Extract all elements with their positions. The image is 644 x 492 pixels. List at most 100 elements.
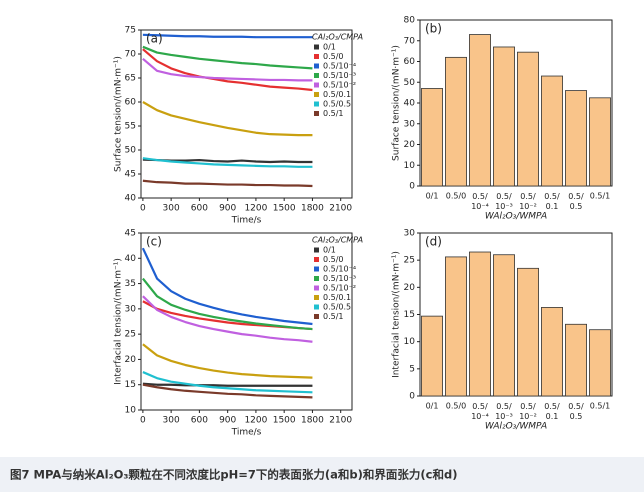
y-tick-label: 15 bbox=[125, 380, 136, 390]
y-axis-label: Interfacial tension/(mN·m⁻¹) bbox=[392, 251, 402, 378]
legend-label: 0.5/0.1 bbox=[323, 293, 351, 302]
y-tick-label: 45 bbox=[125, 170, 136, 180]
x-axis-label: Time/s bbox=[231, 216, 262, 226]
bar bbox=[493, 46, 515, 187]
y-tick-label: 15 bbox=[404, 310, 415, 320]
y-tick-label: 40 bbox=[404, 99, 416, 109]
x-tick-label: 0/1 bbox=[426, 192, 439, 201]
y-tick-label: 10 bbox=[404, 161, 416, 171]
legend-marker bbox=[314, 54, 319, 59]
x-tick-label: 300 bbox=[163, 416, 180, 426]
y-axis-label: Surface tension/(mN·m⁻¹) bbox=[114, 56, 124, 172]
y-tick-label: 60 bbox=[404, 57, 416, 67]
legend-marker bbox=[314, 314, 319, 319]
y-tick-label: 25 bbox=[404, 256, 415, 266]
y-tick-label: 65 bbox=[125, 74, 136, 84]
y-tick-label: 50 bbox=[404, 78, 416, 88]
legend-label: 0/1 bbox=[323, 43, 336, 52]
x-tick-label: 1800 bbox=[301, 204, 324, 214]
x-tick-label: 0.5/0.1 bbox=[544, 192, 560, 211]
x-tick-label: 0.5/0.1 bbox=[544, 402, 560, 421]
series-line bbox=[142, 343, 313, 379]
legend-label: 0.5/0.5 bbox=[323, 100, 351, 109]
x-axis-label: WAl₂O₃/WMPA bbox=[485, 422, 547, 432]
legend-title: CAl₂O₃/CMPA bbox=[312, 33, 363, 42]
plot-frame bbox=[140, 29, 353, 199]
series-line bbox=[142, 295, 313, 343]
y-tick-label: 20 bbox=[404, 283, 416, 293]
bar bbox=[541, 75, 563, 187]
x-tick-label: 600 bbox=[191, 204, 208, 214]
x-tick-label: 900 bbox=[219, 204, 236, 214]
bar bbox=[445, 256, 467, 397]
y-tick-label: 40 bbox=[125, 194, 137, 204]
legend-marker bbox=[314, 73, 319, 78]
legend-label: 0.5/10⁻³ bbox=[323, 274, 356, 283]
y-tick-label: 55 bbox=[125, 122, 136, 132]
x-tick-label: 1500 bbox=[273, 204, 296, 214]
legend-marker bbox=[314, 63, 319, 69]
legend-marker bbox=[314, 82, 319, 88]
x-tick-label: 0.5/0.5 bbox=[568, 402, 584, 421]
legend-label: 0.5/10⁻³ bbox=[323, 71, 356, 80]
y-tick-label: 0 bbox=[409, 182, 415, 192]
legend-label: 0.5/1 bbox=[323, 312, 344, 321]
series-line bbox=[142, 48, 313, 92]
y-tick-label: 70 bbox=[404, 36, 416, 46]
x-tick-label: 1800 bbox=[301, 416, 324, 426]
bar bbox=[589, 329, 611, 397]
legend-marker bbox=[314, 266, 319, 272]
legend-marker bbox=[314, 257, 319, 262]
y-tick-label: 50 bbox=[125, 146, 137, 156]
legend-label: 0.5/0 bbox=[323, 255, 344, 264]
y-tick-label: 30 bbox=[125, 304, 137, 314]
bar bbox=[469, 34, 491, 187]
legend-label: 0/1 bbox=[323, 246, 336, 255]
panel-label: (b) bbox=[425, 22, 442, 36]
bar bbox=[589, 97, 611, 187]
bar bbox=[565, 323, 587, 397]
legend-label: 0.5/0.5 bbox=[323, 303, 351, 312]
bar bbox=[517, 267, 539, 397]
legend-marker bbox=[314, 295, 319, 300]
x-tick-label: 0.5/10⁻² bbox=[519, 402, 537, 421]
legend-label: 0.5/0.1 bbox=[323, 90, 351, 99]
x-tick-label: 0.5/0.5 bbox=[568, 192, 584, 211]
legend-marker bbox=[314, 276, 319, 281]
legend-label: 0.5/0 bbox=[323, 52, 344, 61]
y-tick-label: 10 bbox=[125, 406, 137, 416]
series-line bbox=[142, 57, 313, 82]
x-axis-label: WAl₂O₃/WMPA bbox=[485, 212, 547, 222]
caption: 图7 MPA与纳米Al₂O₃颗粒在不同浓度比pH=7下的表面张力(a和b)和界面… bbox=[10, 468, 457, 482]
panel-label: (c) bbox=[146, 235, 162, 249]
bar bbox=[541, 307, 563, 397]
y-tick-label: 75 bbox=[125, 26, 136, 36]
legend-marker bbox=[314, 92, 319, 97]
bar bbox=[421, 88, 443, 187]
legend-marker bbox=[314, 247, 319, 253]
x-tick-label: 0.5/10⁻⁴ bbox=[471, 402, 489, 421]
y-tick-label: 10 bbox=[404, 337, 416, 347]
series-line bbox=[142, 371, 313, 394]
x-tick-label: 2100 bbox=[329, 416, 352, 426]
legend-title: CAl₂O₃/CMPA bbox=[312, 236, 363, 245]
y-axis-label: Interfacial tension/(mN·m⁻¹) bbox=[114, 258, 124, 385]
y-tick-label: 80 bbox=[404, 16, 416, 26]
y-tick-label: 60 bbox=[125, 98, 137, 108]
legend-marker bbox=[314, 285, 319, 291]
caption-bar bbox=[0, 457, 644, 492]
legend-marker bbox=[314, 101, 319, 107]
legend-marker bbox=[314, 44, 319, 50]
y-tick-label: 20 bbox=[125, 355, 137, 365]
y-tick-label: 30 bbox=[404, 119, 416, 129]
x-tick-label: 0 bbox=[140, 416, 146, 426]
bar bbox=[565, 90, 587, 187]
series-line bbox=[142, 101, 313, 137]
series-line bbox=[142, 382, 313, 387]
series-line bbox=[142, 157, 313, 168]
x-tick-label: 0.5/1 bbox=[590, 402, 611, 411]
y-tick-label: 70 bbox=[125, 50, 137, 60]
legend-label: 0.5/10⁻² bbox=[323, 81, 356, 90]
series-line bbox=[141, 247, 313, 326]
